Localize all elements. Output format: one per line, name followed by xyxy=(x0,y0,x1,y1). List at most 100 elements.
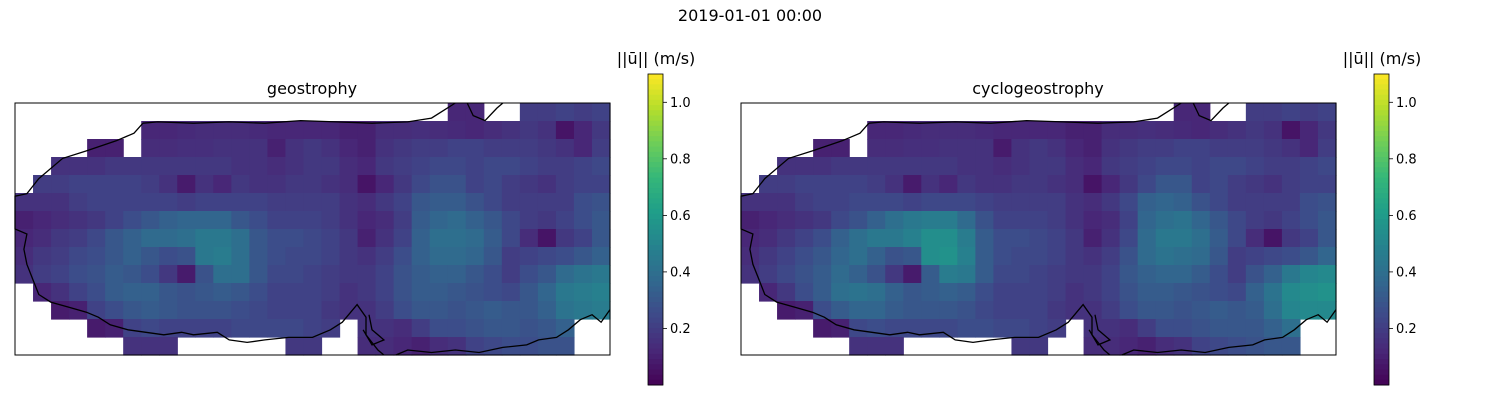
heatmap-cell xyxy=(483,193,503,212)
heatmap-cell xyxy=(1065,211,1085,230)
colorbar-segment xyxy=(1374,250,1389,256)
heatmap-cell xyxy=(1047,229,1067,248)
heatmap-cell xyxy=(519,301,539,320)
heatmap-cell xyxy=(591,157,611,176)
colorbar-segment xyxy=(1374,99,1389,106)
heatmap-cell xyxy=(1263,265,1283,284)
heatmap-cell xyxy=(867,121,886,140)
heatmap-cell xyxy=(69,229,88,248)
heatmap-cell xyxy=(975,229,995,248)
heatmap-cell xyxy=(993,175,1013,194)
heatmap-cell xyxy=(411,157,431,176)
heatmap-cell xyxy=(519,193,539,212)
heatmap-cell xyxy=(1209,157,1229,176)
heatmap-cell xyxy=(957,121,976,140)
heatmap-cell xyxy=(51,157,70,176)
heatmap-cell xyxy=(1155,337,1175,356)
heatmap-cell xyxy=(975,121,995,140)
heatmap-cell xyxy=(1137,193,1157,212)
heatmap-cell xyxy=(213,139,232,158)
heatmap-cell xyxy=(285,157,305,176)
heatmap-cell xyxy=(141,193,160,212)
heatmap-cell xyxy=(885,211,904,230)
heatmap-cell xyxy=(741,265,760,284)
heatmap-cell xyxy=(1299,247,1319,266)
colorbar-segment xyxy=(648,89,663,96)
heatmap-cell xyxy=(1011,139,1031,158)
colorbar-segment xyxy=(1374,105,1389,111)
heatmap-cell xyxy=(1245,121,1265,140)
colorbar-segment xyxy=(648,234,663,241)
heatmap-cell xyxy=(1137,265,1157,284)
heatmap-cell xyxy=(555,211,575,230)
heatmap-cell xyxy=(1317,283,1337,302)
heatmap-cell xyxy=(573,265,593,284)
heatmap-cell xyxy=(141,265,160,284)
heatmap-cell xyxy=(375,121,395,140)
heatmap-cell xyxy=(537,247,557,266)
heatmap-cell xyxy=(357,319,377,338)
heatmap-cell xyxy=(1083,337,1103,356)
heatmap-cell xyxy=(921,301,940,320)
colorbar-segment xyxy=(648,265,663,272)
heatmap-cell xyxy=(123,175,142,194)
heatmap-cell xyxy=(849,337,868,356)
heatmap-cell xyxy=(177,229,196,248)
heatmap-cell xyxy=(465,337,485,356)
heatmap-cell xyxy=(339,265,359,284)
heatmap-cell xyxy=(483,121,503,140)
heatmap-cell xyxy=(465,265,485,284)
heatmap-cell xyxy=(33,265,52,284)
heatmap-cell xyxy=(213,211,232,230)
heatmap-cell xyxy=(159,229,178,248)
heatmap-cell xyxy=(321,121,341,140)
heatmap-cell xyxy=(1011,211,1031,230)
colorbar-tick-label: 0.8 xyxy=(1396,152,1417,167)
heatmap-cell xyxy=(519,229,539,248)
heatmap-cell xyxy=(519,319,539,338)
heatmap-cell xyxy=(1155,121,1175,140)
heatmap-cell xyxy=(957,265,976,284)
heatmap-cell xyxy=(411,193,431,212)
heatmap-cell xyxy=(1281,175,1301,194)
heatmap-cell xyxy=(1173,265,1193,284)
heatmap-cell xyxy=(939,121,958,140)
heatmap-cell xyxy=(375,265,395,284)
heatmap-cell xyxy=(231,229,250,248)
heatmap-cell xyxy=(33,175,52,194)
heatmap-cell xyxy=(519,283,539,302)
heatmap-cell xyxy=(939,265,958,284)
heatmap-cell xyxy=(975,301,995,320)
heatmap-cell xyxy=(303,193,323,212)
heatmap-cell xyxy=(321,193,341,212)
heatmap-cell xyxy=(1011,283,1031,302)
heatmap-cell xyxy=(141,139,160,158)
heatmap-cell xyxy=(1029,211,1049,230)
heatmap-cell xyxy=(1245,301,1265,320)
heatmap-cell xyxy=(267,247,287,266)
heatmap-cell xyxy=(1299,193,1319,212)
heatmap-cell xyxy=(777,229,796,248)
heatmap-cell xyxy=(1047,193,1067,212)
heatmap-cell xyxy=(795,211,814,230)
heatmap-cell xyxy=(69,175,88,194)
heatmap-cell xyxy=(87,283,106,302)
heatmap-cell xyxy=(993,211,1013,230)
heatmap-cell xyxy=(231,265,250,284)
heatmap-cell xyxy=(573,247,593,266)
heatmap-cell xyxy=(555,265,575,284)
heatmap-cell xyxy=(849,319,868,338)
heatmap-cell xyxy=(51,265,70,284)
heatmap-cell xyxy=(777,211,796,230)
heatmap-cells xyxy=(15,103,611,356)
heatmap-cell xyxy=(795,193,814,212)
colorbar-segment xyxy=(1374,379,1389,386)
heatmap-cell xyxy=(141,301,160,320)
heatmap-cell xyxy=(777,193,796,212)
colorbar-segment xyxy=(1374,286,1389,293)
heatmap-cell xyxy=(903,319,922,338)
heatmap-cell xyxy=(831,301,850,320)
heatmap-cell xyxy=(267,175,287,194)
heatmap-cell xyxy=(87,157,106,176)
heatmap-cell xyxy=(1047,301,1067,320)
